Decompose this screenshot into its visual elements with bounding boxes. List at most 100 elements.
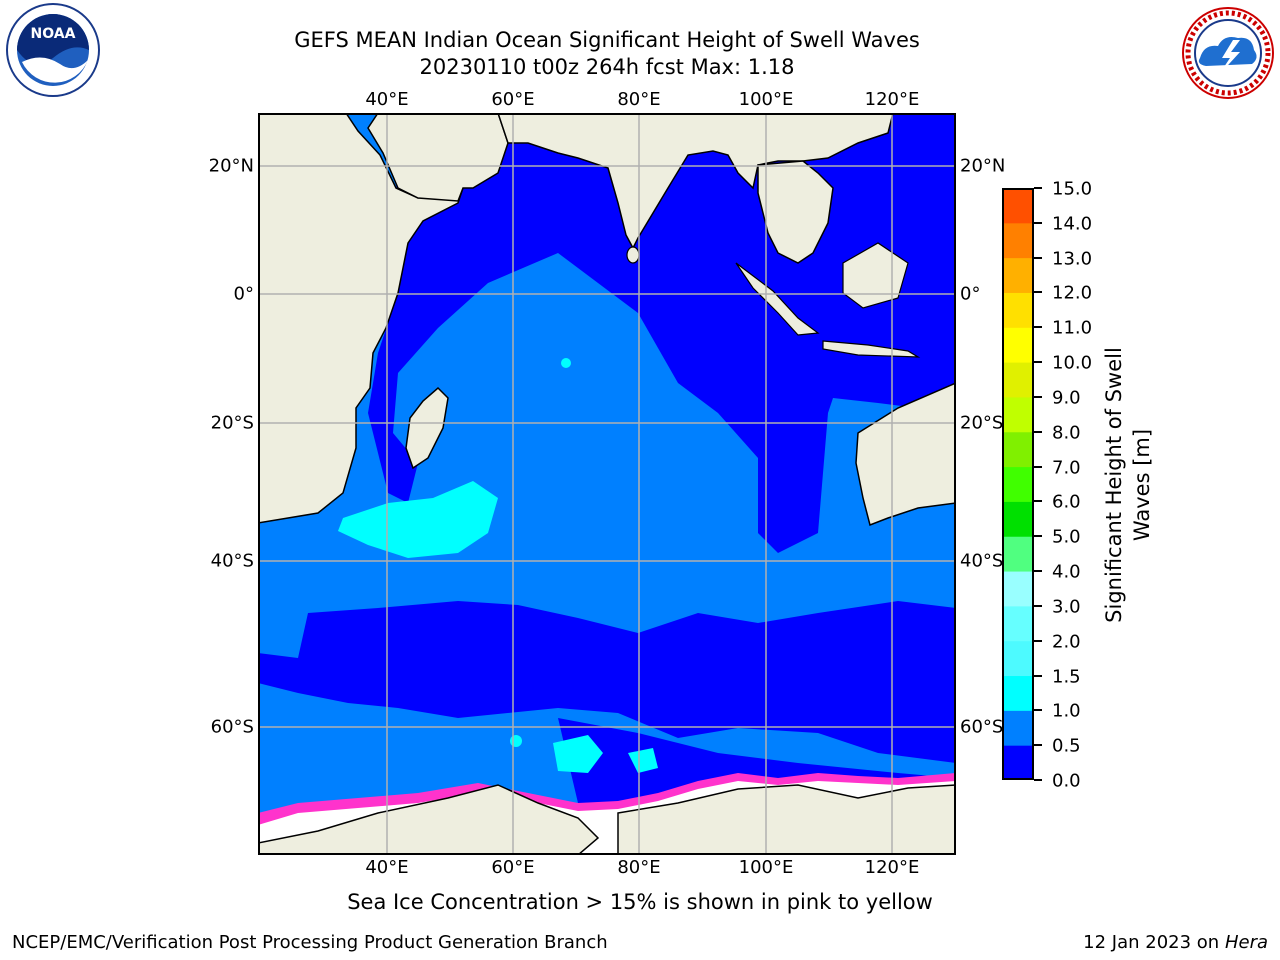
lat-label-left: 60°S [210, 716, 254, 738]
colorbar-tick [1034, 535, 1042, 538]
colorbar-tick-label: 3.0 [1052, 596, 1081, 618]
colorbar-segment [1002, 222, 1034, 259]
lat-label-left: 20°N [208, 155, 254, 177]
footer-credit: NCEP/EMC/Verification Post Processing Pr… [12, 932, 608, 953]
lon-label-top: 40°E [365, 89, 409, 110]
footer-host: Hera [1224, 932, 1268, 953]
colorbar-tick [1034, 779, 1042, 781]
colorbar-tick [1034, 639, 1042, 642]
colorbar-tick-label: 2.0 [1052, 631, 1081, 653]
colorbar-segment [1002, 571, 1034, 607]
swell-patch-10-15-e [561, 358, 571, 368]
lat-label-left: 0° [233, 283, 254, 305]
colorbar-tick [1034, 570, 1042, 573]
colorbar-tick-label: 4.0 [1052, 561, 1081, 583]
colorbar-tick [1034, 395, 1042, 398]
colorbar-tick-label: 1.0 [1052, 700, 1081, 722]
colorbar-segment [1002, 396, 1034, 433]
colorbar [1002, 188, 1034, 780]
colorbar-segment [1002, 431, 1034, 468]
colorbar-tick-label: 8.0 [1052, 422, 1081, 444]
colorbar-tick [1034, 674, 1042, 677]
colorbar-tick-label: 0.5 [1052, 735, 1081, 757]
colorbar-tick-label: 6.0 [1052, 491, 1081, 513]
lat-label-right: 20°S [960, 412, 1004, 434]
colorbar-tick-label: 12.0 [1052, 282, 1093, 304]
lat-label-right: 60°S [960, 716, 1004, 738]
colorbar-tick-label: 5.0 [1052, 526, 1081, 548]
land-india [497, 115, 894, 250]
colorbar-segment [1002, 501, 1034, 537]
colorbar-segment [1002, 536, 1034, 572]
footer-date-text: 12 Jan 2023 on [1083, 932, 1225, 953]
colorbar-segment [1002, 257, 1034, 293]
colorbar-tick [1034, 187, 1042, 189]
colorbar-tick [1034, 500, 1042, 503]
lon-label-top: 100°E [738, 89, 794, 110]
colorbar-tick-label: 11.0 [1052, 317, 1093, 339]
colorbar-tick-label: 15.0 [1052, 178, 1093, 200]
colorbar-frame [1002, 188, 1034, 780]
lon-label-top: 120°E [864, 89, 920, 110]
colorbar-tick-label: 13.0 [1052, 248, 1093, 270]
colorbar-tick [1034, 326, 1042, 329]
colorbar-segment [1002, 292, 1034, 328]
colorbar-segment [1002, 745, 1034, 780]
colorbar-tick [1034, 744, 1042, 747]
colorbar-tick [1034, 256, 1042, 259]
colorbar-segment [1002, 640, 1034, 677]
land-madagascar [405, 386, 449, 470]
colorbar-tick-label: 7.0 [1052, 457, 1081, 479]
noaa-logo-text: NOAA [31, 26, 76, 42]
lat-label-right: 40°S [960, 550, 1004, 572]
colorbar-tick-label: 14.0 [1052, 213, 1093, 235]
map-frame [258, 113, 956, 855]
chart-subtitle: 20230110 t00z 264h fcst Max: 1.18 [419, 55, 795, 79]
ocean-swell-0-05-south [260, 601, 954, 763]
colorbar-segment [1002, 710, 1034, 746]
noaa-logo-icon: NOAA [6, 3, 100, 97]
lon-label-bottom: 80°E [617, 857, 661, 878]
swell-patch-10-15-b [553, 735, 603, 773]
lon-label-top: 60°E [491, 89, 535, 110]
footer-date: 12 Jan 2023 on Hera [1083, 932, 1268, 953]
lon-label-bottom: 100°E [738, 857, 794, 878]
lat-label-right: 20°N [960, 155, 1006, 177]
chart-title: GEFS MEAN Indian Ocean Significant Heigh… [294, 28, 920, 52]
lat-label-right: 0° [960, 283, 981, 305]
colorbar-tick [1034, 709, 1042, 712]
land-java [822, 340, 921, 358]
colorbar-segment [1002, 362, 1034, 398]
colorbar-segment [1002, 466, 1034, 502]
colorbar-segment [1002, 675, 1034, 711]
colorbar-segment [1002, 327, 1034, 363]
lon-label-top: 80°E [617, 89, 661, 110]
colorbar-tick [1034, 604, 1042, 607]
lon-label-bottom: 40°E [365, 857, 409, 878]
swell-patch-10-15-d [510, 735, 522, 747]
lon-label-bottom: 60°E [491, 857, 535, 878]
colorbar-segment [1002, 188, 1034, 224]
lat-label-left: 20°S [210, 412, 254, 434]
colorbar-tick [1034, 430, 1042, 433]
colorbar-tick [1034, 465, 1042, 468]
sea-ice-caption: Sea Ice Concentration > 15% is shown in … [347, 890, 933, 914]
swell-patch-10-15-a [338, 481, 498, 558]
lon-label-bottom: 120°E [864, 857, 920, 878]
colorbar-tick-label: 9.0 [1052, 387, 1081, 409]
colorbar-tick-label: 1.5 [1052, 666, 1081, 688]
colorbar-tick [1034, 361, 1042, 364]
swell-patch-10-15-c [628, 748, 658, 773]
colorbar-tick [1034, 291, 1042, 294]
colorbar-segment [1002, 605, 1034, 642]
land-indochina [757, 160, 834, 264]
land-sri-lanka [626, 246, 640, 264]
land-sumatra [735, 262, 820, 336]
land-antarctica-east [617, 784, 954, 853]
graticule [260, 115, 954, 853]
nws-logo-icon [1182, 7, 1274, 99]
colorbar-tick [1034, 221, 1042, 224]
colorbar-tick-label: 10.0 [1052, 352, 1093, 374]
colorbar-title: Significant Height of Swell Waves [m] [1102, 347, 1154, 623]
colorbar-tick-label: 0.0 [1052, 770, 1081, 792]
